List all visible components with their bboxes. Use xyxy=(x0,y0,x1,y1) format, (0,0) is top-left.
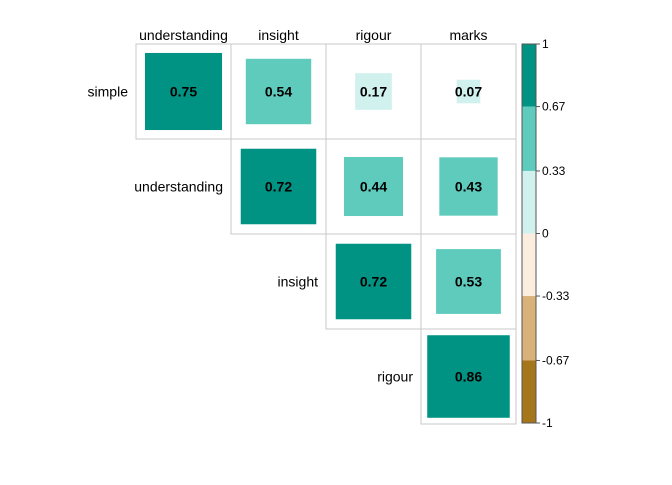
colorbar-bin xyxy=(522,360,536,423)
colorbar-tick-label: 0.67 xyxy=(542,100,566,114)
correlation-value-label: 0.72 xyxy=(265,179,292,195)
correlation-square xyxy=(427,335,510,418)
column-label: marks xyxy=(449,27,487,43)
correlation-value-label: 0.44 xyxy=(360,179,387,195)
correlation-value-label: 0.54 xyxy=(265,84,292,100)
column-label: insight xyxy=(258,27,299,43)
correlation-value-label: 0.07 xyxy=(455,84,482,100)
row-label: understanding xyxy=(134,179,223,195)
correlation-square xyxy=(335,243,412,320)
correlation-value-label: 0.72 xyxy=(360,274,387,290)
colorbar-tick-label: -1 xyxy=(542,416,553,430)
row-label: simple xyxy=(88,84,129,100)
correlation-square xyxy=(240,148,317,225)
colorbar-bin xyxy=(522,106,536,171)
colorbar-tick-label: -0.33 xyxy=(542,289,570,303)
colorbar-tick-label: -0.67 xyxy=(542,353,570,367)
column-label: understanding xyxy=(139,27,228,43)
column-label: rigour xyxy=(356,27,392,43)
correlation-square xyxy=(439,157,498,216)
correlation-square xyxy=(245,58,312,125)
colorbar-tick-label: 0 xyxy=(542,227,549,241)
correlation-value-label: 0.53 xyxy=(455,274,482,290)
colorbar-bin xyxy=(522,296,536,361)
colorbar-tick-label: 1 xyxy=(542,37,549,51)
grid-cell xyxy=(420,328,517,425)
row-label: rigour xyxy=(377,369,413,385)
correlation-square xyxy=(456,79,481,104)
correlation-square xyxy=(355,73,392,110)
correlation-value-label: 0.75 xyxy=(170,84,197,100)
correlation-value-label: 0.86 xyxy=(455,369,482,385)
row-label: insight xyxy=(278,274,319,290)
colorbar-bin xyxy=(522,44,536,107)
correlation-square xyxy=(343,156,404,217)
correlation-square xyxy=(436,249,501,314)
colorbar-bin xyxy=(522,233,536,297)
colorbar-tick-label: 0.33 xyxy=(542,164,566,178)
correlation-square xyxy=(144,52,223,131)
correlation-value-label: 0.17 xyxy=(360,84,387,100)
correlation-value-label: 0.43 xyxy=(455,179,482,195)
colorbar-bin xyxy=(522,170,536,234)
